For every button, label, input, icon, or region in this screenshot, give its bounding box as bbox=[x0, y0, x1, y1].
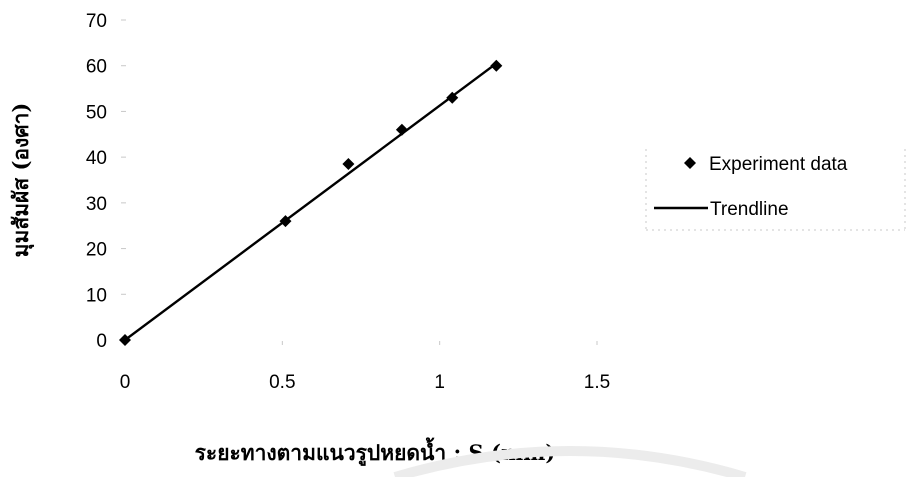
legend-diamond-marker bbox=[684, 157, 696, 169]
x-tick-label: 0.5 bbox=[269, 372, 295, 393]
x-tick-label: 1.5 bbox=[584, 372, 610, 393]
y-tick-label: 0 bbox=[96, 331, 107, 352]
legend-border bbox=[645, 149, 906, 231]
legend: Experiment data Trendline bbox=[645, 149, 906, 231]
experiment-data-series bbox=[119, 59, 503, 346]
trendline bbox=[124, 62, 498, 341]
experiment-data-point bbox=[395, 123, 408, 136]
y-tick-label: 10 bbox=[86, 285, 107, 306]
x-tick-labels: 0 0.5 1 1.5 bbox=[120, 372, 611, 393]
x-tick-label: 1 bbox=[434, 372, 445, 393]
experiment-data-point bbox=[119, 334, 131, 346]
y-axis-label: มุมสัมผัส (องศา) bbox=[8, 103, 35, 258]
axis-tick-marks bbox=[121, 19, 598, 345]
decorative-arc bbox=[393, 446, 747, 477]
x-tick-label: 0 bbox=[120, 372, 131, 393]
y-tick-label: 40 bbox=[86, 148, 107, 169]
trendline-series bbox=[124, 62, 498, 341]
y-tick-label: 20 bbox=[86, 240, 107, 261]
experiment-data-point bbox=[446, 91, 459, 104]
y-tick-labels: 0 10 20 30 40 50 60 70 bbox=[86, 11, 107, 352]
experiment-data-point bbox=[279, 215, 292, 228]
y-tick-label: 70 bbox=[86, 11, 107, 32]
y-tick-label: 30 bbox=[86, 194, 107, 215]
legend-trendline-label: Trendline bbox=[710, 199, 789, 220]
experiment-data-point bbox=[490, 59, 503, 72]
experiment-data-point bbox=[342, 158, 355, 170]
y-tick-label: 50 bbox=[86, 102, 107, 123]
y-tick-label: 60 bbox=[86, 57, 107, 78]
legend-experiment-data-label: Experiment data bbox=[709, 154, 848, 175]
